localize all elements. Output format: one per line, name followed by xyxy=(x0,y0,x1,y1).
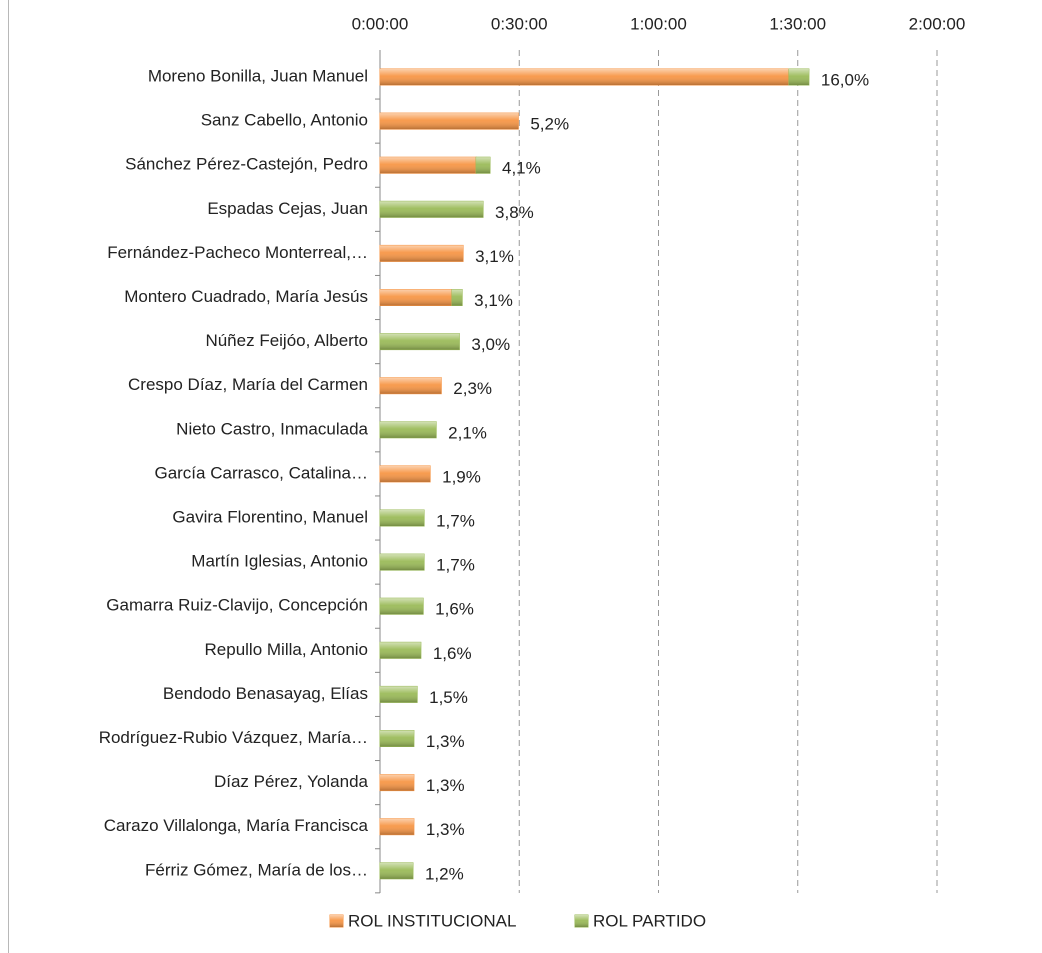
y-tick-label: Espadas Cejas, Juan xyxy=(207,199,368,218)
share-label: 1,6% xyxy=(435,600,474,619)
y-tick-label: Nieto Castro, Inmaculada xyxy=(176,419,368,438)
x-tick-label: 1:00:00 xyxy=(630,14,687,33)
bar-shine xyxy=(380,730,414,747)
bar-shine xyxy=(380,510,425,526)
share-label: 3,1% xyxy=(474,291,513,310)
x-tick-label: 0:30:00 xyxy=(491,14,548,33)
x-tick-label: 0:00:00 xyxy=(352,14,409,33)
y-tick-label: Díaz Pérez, Yolanda xyxy=(214,772,369,791)
y-tick-label: Carazo Villalonga, María Francisca xyxy=(104,816,369,835)
y-tick-label: García Carrasco, Catalina… xyxy=(154,463,368,482)
y-tick-label: Gavira Florentino, Manuel xyxy=(172,507,368,526)
y-tick-label: Crespo Díaz, María del Carmen xyxy=(128,375,368,394)
share-label: 3,1% xyxy=(475,247,514,266)
bar-shine xyxy=(380,686,418,703)
y-tick-label: Sanz Cabello, Antonio xyxy=(201,111,368,130)
bar-shine xyxy=(380,289,452,306)
bar-shine xyxy=(380,774,414,791)
bar-shine xyxy=(380,554,425,571)
bar-shine xyxy=(380,377,442,394)
share-label: 2,3% xyxy=(453,379,492,398)
y-tick-label: Martín Iglesias, Antonio xyxy=(191,552,368,571)
share-label: 1,3% xyxy=(426,776,465,795)
share-label: 1,5% xyxy=(429,688,468,707)
bar-shine xyxy=(380,245,464,262)
x-tick-label: 2:00:00 xyxy=(909,14,966,33)
y-tick-label: Rodríguez-Rubio Vázquez, María… xyxy=(99,728,368,747)
bar-shine xyxy=(451,289,463,306)
y-tick-label: Bendodo Benasayag, Elías xyxy=(163,684,368,703)
bar-shine xyxy=(380,333,460,350)
share-label: 1,3% xyxy=(426,732,465,751)
bar-shine xyxy=(380,465,431,482)
bar-shine xyxy=(380,421,437,438)
legend-shine xyxy=(575,915,588,927)
legend-label: ROL INSTITUCIONAL xyxy=(348,911,516,930)
bar-shine xyxy=(380,113,519,130)
share-label: 16,0% xyxy=(821,70,869,89)
y-tick-label: Repullo Milla, Antonio xyxy=(205,640,368,659)
share-label: 1,9% xyxy=(442,467,481,486)
bar-shine xyxy=(788,69,809,85)
y-tick-label: Férriz Gómez, María de los… xyxy=(145,860,368,879)
y-tick-label: Moreno Bonilla, Juan Manuel xyxy=(148,66,368,85)
y-tick-label: Núñez Feijóo, Alberto xyxy=(205,331,368,350)
y-tick-label: Gamarra Ruiz-Clavijo, Concepción xyxy=(106,596,368,615)
share-label: 5,2% xyxy=(530,115,569,134)
share-label: 1,6% xyxy=(433,644,472,663)
share-label: 2,1% xyxy=(448,423,487,442)
bar-shine xyxy=(380,818,414,835)
bar-shine xyxy=(380,69,789,85)
y-tick-label: Sánchez Pérez-Castejón, Pedro xyxy=(125,155,368,174)
bar-shine xyxy=(380,598,424,615)
legend-shine xyxy=(330,915,343,927)
x-tick-label: 1:30:00 xyxy=(769,14,826,33)
bar-shine xyxy=(380,201,484,218)
bar-shine xyxy=(380,862,413,879)
legend-label: ROL PARTIDO xyxy=(593,911,706,930)
bar-shine xyxy=(380,157,477,174)
y-tick-label: Montero Cuadrado, María Jesús xyxy=(124,287,368,306)
bar-shine xyxy=(380,642,421,659)
share-label: 1,2% xyxy=(425,864,464,883)
share-label: 1,7% xyxy=(436,556,475,575)
chart-frame xyxy=(8,0,9,953)
share-label: 3,8% xyxy=(495,203,534,222)
bar-shine xyxy=(476,157,491,174)
share-label: 1,7% xyxy=(436,511,475,530)
share-label: 4,1% xyxy=(502,159,541,178)
y-tick-label: Fernández-Pacheco Monterreal,… xyxy=(107,243,368,262)
share-label: 3,0% xyxy=(471,335,510,354)
share-label: 1,3% xyxy=(426,820,465,839)
